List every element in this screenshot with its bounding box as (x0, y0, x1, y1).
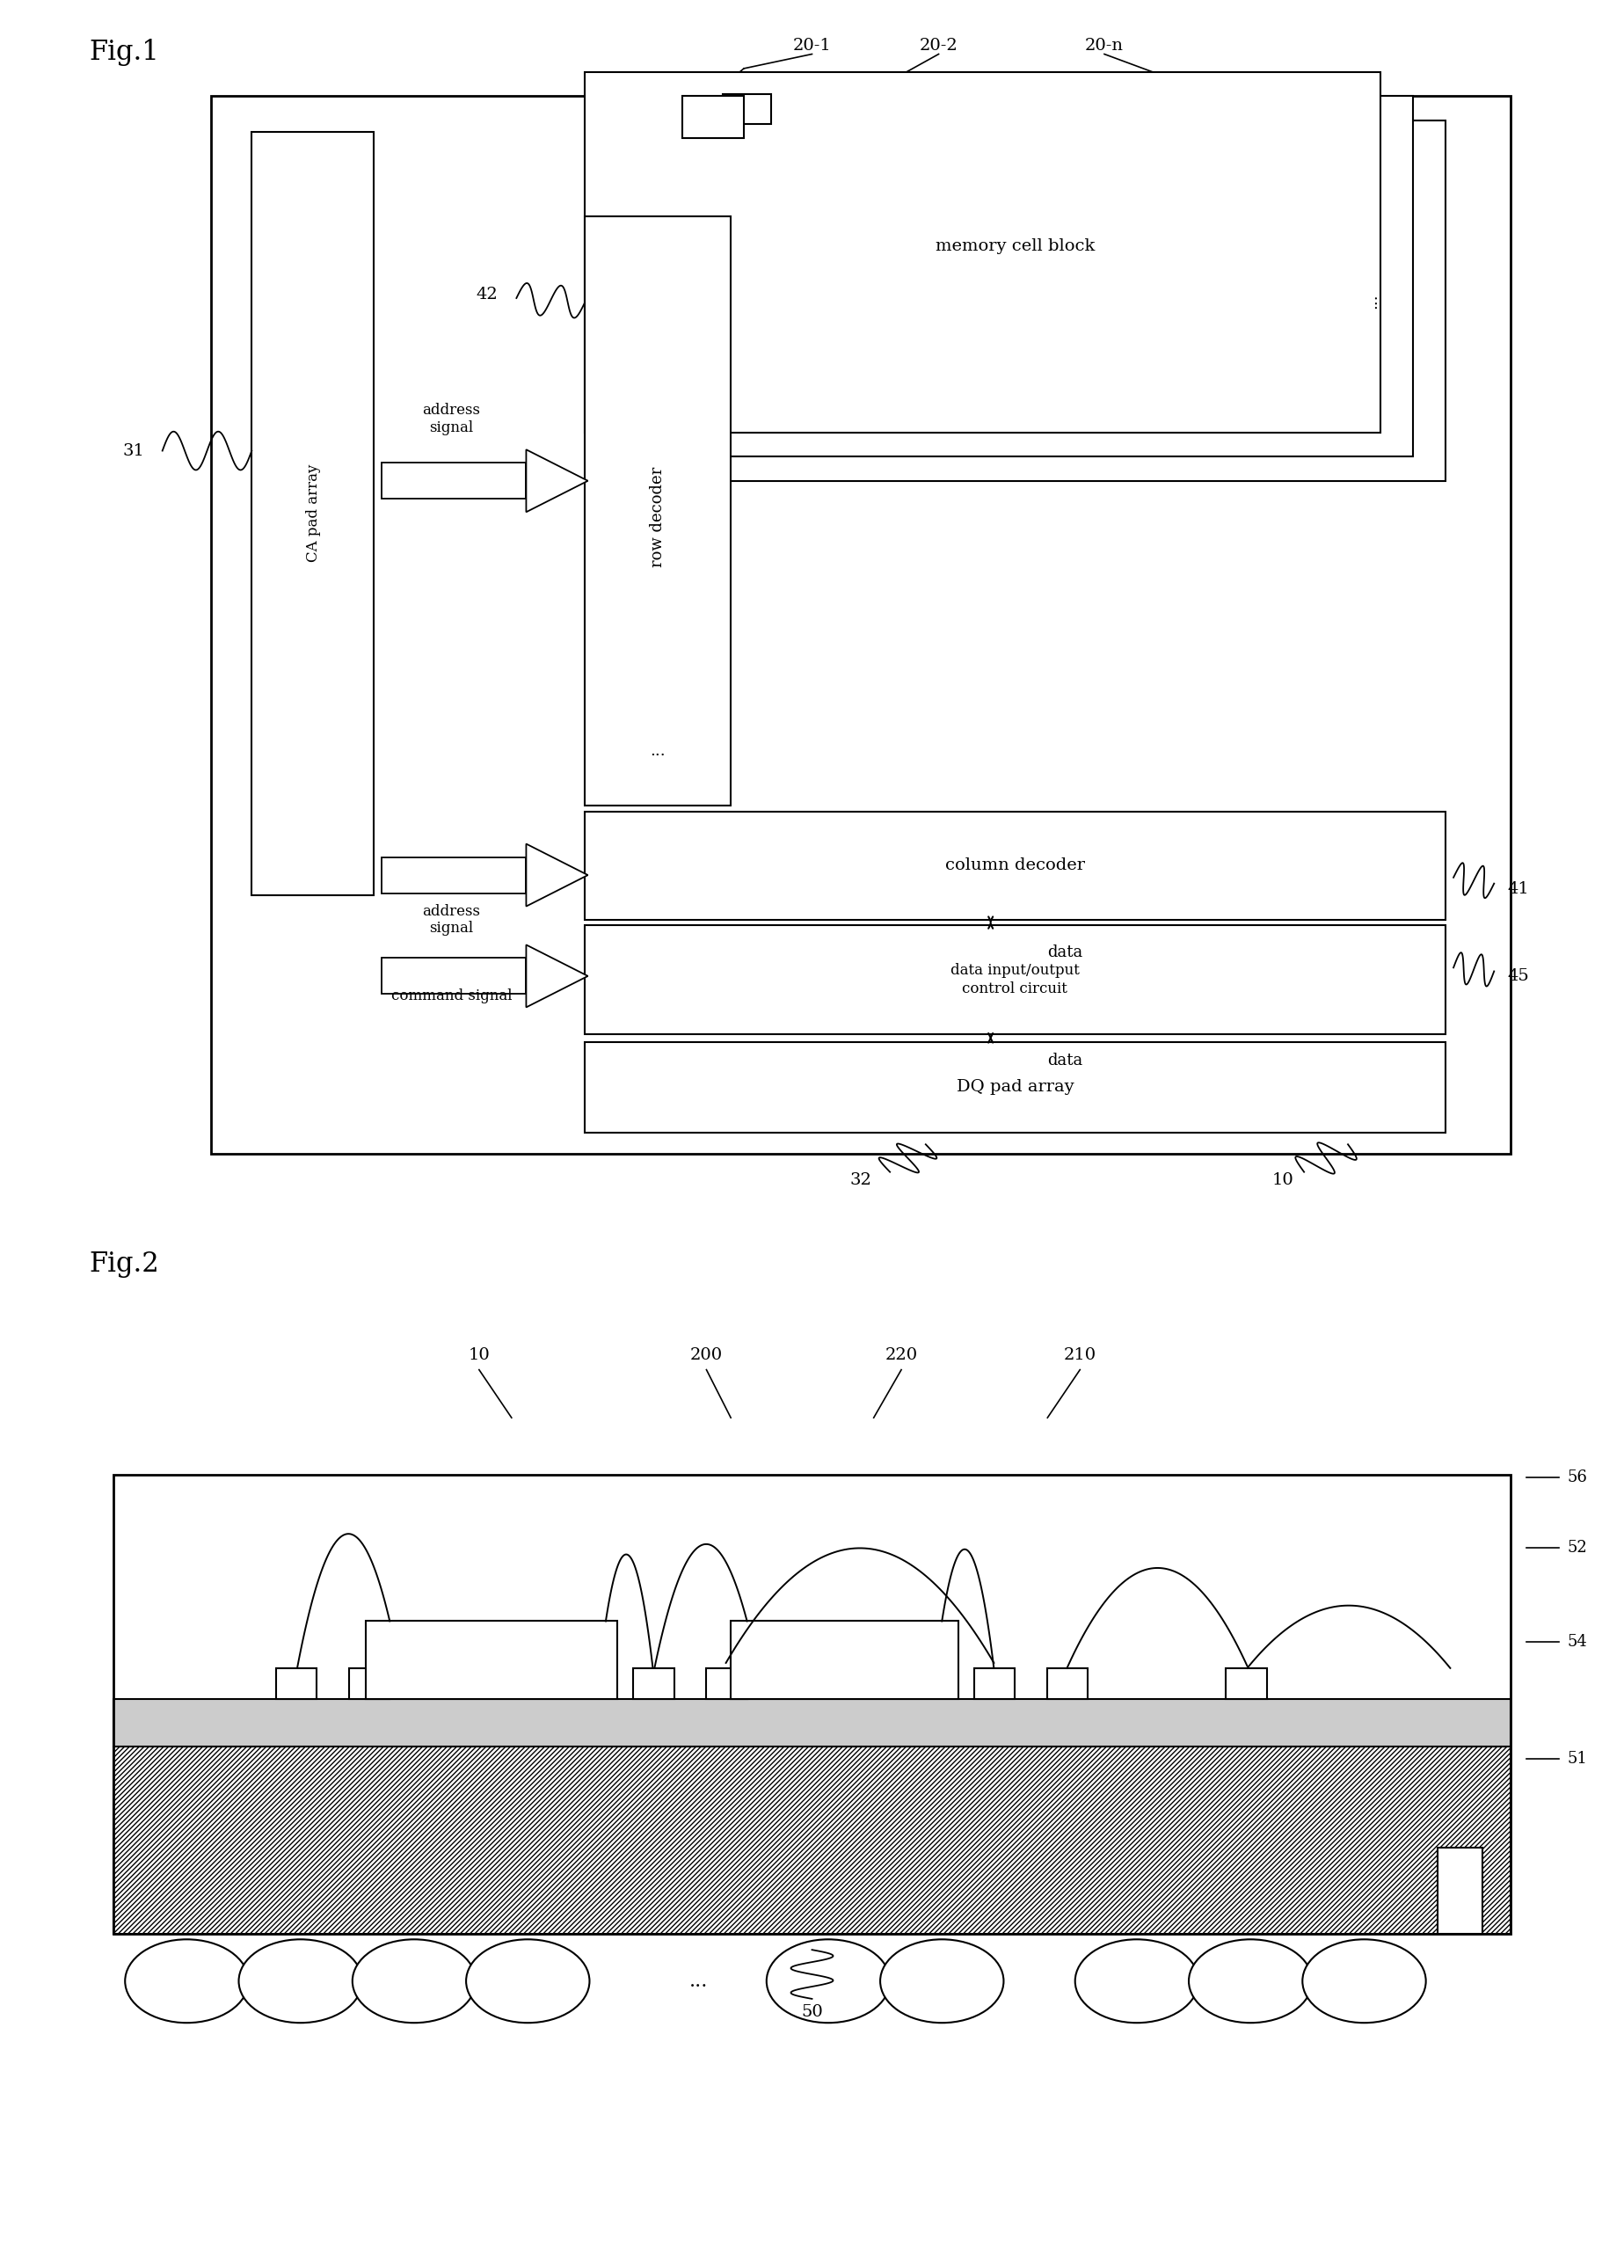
FancyBboxPatch shape (585, 925, 1445, 1034)
Text: Fig.1: Fig.1 (89, 39, 159, 66)
Text: 20-1: 20-1 (793, 39, 831, 54)
Text: 210: 210 (1064, 1347, 1096, 1363)
Polygon shape (526, 449, 588, 513)
FancyBboxPatch shape (585, 73, 1380, 433)
FancyBboxPatch shape (974, 1667, 1015, 1699)
Text: data input/output
control circuit: data input/output control circuit (950, 964, 1080, 996)
Ellipse shape (1075, 1939, 1199, 2023)
Text: 54: 54 (1567, 1635, 1587, 1649)
Text: data: data (1047, 1052, 1083, 1068)
Text: 42: 42 (476, 286, 499, 302)
Ellipse shape (767, 1939, 890, 2023)
Ellipse shape (239, 1939, 362, 2023)
Polygon shape (526, 844, 588, 907)
Text: Fig.2: Fig.2 (89, 1252, 159, 1279)
Ellipse shape (880, 1939, 1004, 2023)
FancyBboxPatch shape (731, 1622, 958, 1699)
FancyBboxPatch shape (211, 95, 1510, 1154)
Text: 45: 45 (1507, 968, 1530, 984)
Ellipse shape (1302, 1939, 1426, 2023)
FancyBboxPatch shape (682, 95, 744, 138)
Text: data: data (1047, 943, 1083, 959)
FancyBboxPatch shape (723, 93, 771, 125)
FancyBboxPatch shape (1226, 1667, 1267, 1699)
FancyBboxPatch shape (650, 120, 1445, 481)
Text: 56: 56 (1567, 1470, 1587, 1486)
Polygon shape (526, 946, 588, 1007)
FancyBboxPatch shape (349, 1667, 390, 1699)
Text: 41: 41 (1507, 882, 1530, 898)
Ellipse shape (466, 1939, 590, 2023)
FancyBboxPatch shape (382, 857, 526, 894)
Text: command signal: command signal (391, 989, 512, 1002)
FancyBboxPatch shape (617, 95, 1413, 456)
FancyBboxPatch shape (1437, 1848, 1483, 1935)
Text: column decoder: column decoder (945, 857, 1085, 873)
Ellipse shape (125, 1939, 248, 2023)
FancyBboxPatch shape (252, 132, 374, 896)
FancyBboxPatch shape (114, 1699, 1510, 1746)
Text: 52: 52 (1567, 1540, 1587, 1556)
Text: 32: 32 (849, 1173, 872, 1188)
FancyBboxPatch shape (1047, 1667, 1088, 1699)
FancyBboxPatch shape (276, 1667, 317, 1699)
Text: address
signal: address signal (422, 404, 481, 435)
Text: CA pad array: CA pad array (305, 465, 322, 562)
Text: DQ pad array: DQ pad array (957, 1080, 1073, 1095)
FancyBboxPatch shape (585, 1043, 1445, 1132)
Text: memory cell block: memory cell block (935, 238, 1095, 254)
Text: row decoder: row decoder (650, 467, 666, 567)
Text: 51: 51 (1567, 1751, 1587, 1767)
Text: 220: 220 (885, 1347, 918, 1363)
Text: ...: ... (1364, 293, 1380, 308)
Ellipse shape (1189, 1939, 1312, 2023)
FancyBboxPatch shape (114, 1746, 1510, 1935)
Text: 50: 50 (801, 2005, 823, 2021)
Text: 31: 31 (122, 442, 145, 458)
Text: address
signal: address signal (422, 905, 481, 937)
FancyBboxPatch shape (706, 1667, 747, 1699)
Text: ...: ... (689, 1971, 708, 1991)
Text: 10: 10 (1272, 1173, 1294, 1188)
FancyBboxPatch shape (585, 812, 1445, 919)
Text: 20-2: 20-2 (919, 39, 958, 54)
FancyBboxPatch shape (365, 1622, 617, 1699)
Text: ...: ... (650, 744, 666, 760)
FancyBboxPatch shape (382, 957, 526, 993)
FancyBboxPatch shape (382, 463, 526, 499)
Ellipse shape (352, 1939, 476, 2023)
Text: 10: 10 (468, 1347, 490, 1363)
FancyBboxPatch shape (585, 215, 731, 805)
FancyBboxPatch shape (633, 1667, 674, 1699)
Text: 200: 200 (690, 1347, 723, 1363)
Text: 20-n: 20-n (1085, 39, 1124, 54)
